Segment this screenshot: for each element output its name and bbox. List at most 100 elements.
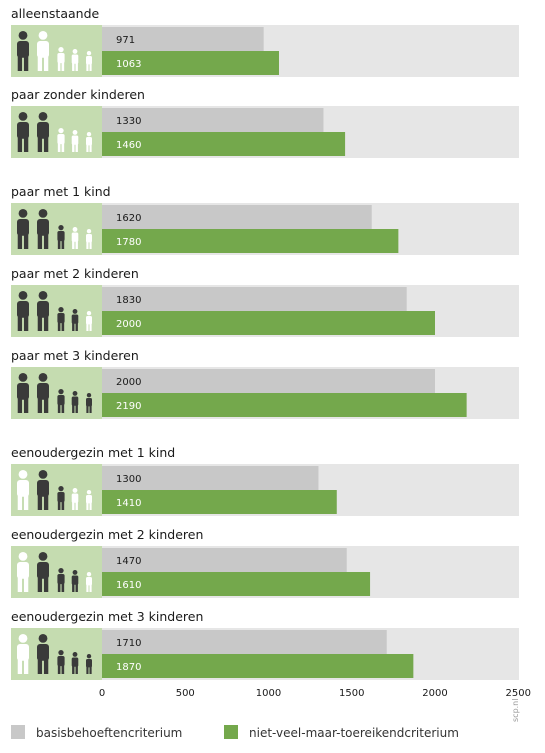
child-icon bbox=[57, 47, 65, 71]
child-icon bbox=[57, 307, 65, 331]
value-label: 1063 bbox=[116, 59, 141, 70]
child-icon bbox=[71, 227, 79, 249]
adult-icon bbox=[17, 373, 29, 413]
child-icon bbox=[71, 652, 79, 674]
group-3: paar met 1 kind 1620 1780 bbox=[11, 184, 519, 255]
child-icon bbox=[86, 654, 92, 674]
adult-icon bbox=[37, 373, 49, 413]
group-title: paar met 1 kind bbox=[11, 184, 111, 199]
value-label: 1610 bbox=[116, 580, 141, 591]
child-icon bbox=[86, 132, 92, 152]
bar-basisbehoeften bbox=[102, 466, 319, 490]
adult-icon bbox=[37, 634, 49, 674]
x-axis: 0 500 1000 1500 2000 2500 bbox=[99, 688, 531, 699]
bar-niet-veel-maar-toereikend bbox=[102, 572, 371, 596]
bar-basisbehoeften bbox=[102, 205, 372, 229]
child-icon bbox=[71, 570, 79, 592]
adult-icon bbox=[37, 112, 49, 152]
x-tick-label: 500 bbox=[176, 688, 195, 699]
group-6: eenoudergezin met 1 kind 1300 1410 bbox=[11, 445, 519, 516]
legend-label-niet: niet-veel-maar-toereikendcriterium bbox=[249, 726, 459, 740]
legend-swatch-basis bbox=[11, 725, 25, 739]
value-label: 1330 bbox=[116, 116, 141, 127]
group-4: paar met 2 kinderen 1830 2000 bbox=[11, 266, 519, 337]
child-icon bbox=[86, 490, 92, 510]
value-label: 1300 bbox=[116, 474, 141, 485]
bar-basisbehoeften bbox=[102, 548, 347, 572]
source-credit: scp.nl bbox=[511, 699, 520, 722]
bar-niet-veel-maar-toereikend bbox=[102, 654, 414, 678]
child-icon bbox=[57, 650, 65, 674]
adult-icon bbox=[37, 31, 49, 71]
legend: basisbehoeftencriterium niet-veel-maar-t… bbox=[11, 725, 459, 740]
child-icon bbox=[71, 488, 79, 510]
value-label: 1460 bbox=[116, 140, 141, 151]
bar-basisbehoeften bbox=[102, 287, 407, 311]
value-label: 1410 bbox=[116, 498, 141, 509]
group-2: paar zonder kinderen 1330 1460 bbox=[11, 87, 519, 158]
x-tick-label: 1000 bbox=[256, 688, 281, 699]
value-label: 1780 bbox=[116, 237, 141, 248]
value-label: 2000 bbox=[116, 319, 141, 330]
adult-icon bbox=[17, 291, 29, 331]
group-5: paar met 3 kinderen 2000 2190 bbox=[11, 348, 519, 419]
child-icon bbox=[86, 51, 92, 71]
adult-icon bbox=[17, 31, 29, 71]
group-title: eenoudergezin met 2 kinderen bbox=[11, 527, 203, 542]
value-label: 971 bbox=[116, 35, 135, 46]
value-label: 1870 bbox=[116, 662, 141, 673]
value-label: 1830 bbox=[116, 295, 141, 306]
group-title: eenoudergezin met 1 kind bbox=[11, 445, 175, 460]
bar-niet-veel-maar-toereikend bbox=[102, 311, 435, 335]
child-icon bbox=[71, 49, 79, 71]
value-label: 2000 bbox=[116, 377, 141, 388]
child-icon bbox=[71, 130, 79, 152]
child-icon bbox=[86, 393, 92, 413]
child-icon bbox=[57, 389, 65, 413]
child-icon bbox=[57, 225, 65, 249]
chart-groups: alleenstaande 971 1063 paar zonder kinderen… bbox=[11, 6, 519, 680]
bar-basisbehoeften bbox=[102, 108, 324, 132]
bar-niet-veel-maar-toereikend bbox=[102, 229, 399, 253]
group-title: paar met 2 kinderen bbox=[11, 266, 139, 281]
group-title: paar zonder kinderen bbox=[11, 87, 145, 102]
child-icon bbox=[57, 568, 65, 592]
x-tick-label: 1500 bbox=[339, 688, 364, 699]
value-label: 1470 bbox=[116, 556, 141, 567]
child-icon bbox=[71, 391, 79, 413]
value-label: 1620 bbox=[116, 213, 141, 224]
value-label: 2190 bbox=[116, 401, 141, 412]
x-tick-label: 2500 bbox=[506, 688, 531, 699]
adult-icon bbox=[37, 552, 49, 592]
bar-basisbehoeften bbox=[102, 27, 264, 51]
bar-basisbehoeften bbox=[102, 369, 435, 393]
child-icon bbox=[86, 311, 92, 331]
child-icon bbox=[86, 572, 92, 592]
child-icon bbox=[71, 309, 79, 331]
bar-basisbehoeften bbox=[102, 630, 387, 654]
child-icon bbox=[57, 128, 65, 152]
group-title: paar met 3 kinderen bbox=[11, 348, 139, 363]
x-tick-label: 0 bbox=[99, 688, 105, 699]
bar-niet-veel-maar-toereikend bbox=[102, 490, 337, 514]
child-icon bbox=[86, 229, 92, 249]
value-label: 1710 bbox=[116, 638, 141, 649]
adult-icon bbox=[37, 470, 49, 510]
group-7: eenoudergezin met 2 kinderen 1470 1610 bbox=[11, 527, 519, 598]
adult-icon bbox=[17, 634, 29, 674]
group-title: eenoudergezin met 3 kinderen bbox=[11, 609, 203, 624]
group-title: alleenstaande bbox=[11, 6, 99, 21]
bar-niet-veel-maar-toereikend bbox=[102, 132, 346, 156]
child-icon bbox=[57, 486, 65, 510]
adult-icon bbox=[37, 209, 49, 249]
adult-icon bbox=[17, 470, 29, 510]
adult-icon bbox=[17, 209, 29, 249]
bar-niet-veel-maar-toereikend bbox=[102, 393, 467, 417]
group-8: eenoudergezin met 3 kinderen 1710 1870 bbox=[11, 609, 519, 680]
legend-label-basis: basisbehoeftencriterium bbox=[36, 726, 182, 740]
legend-swatch-niet bbox=[224, 725, 238, 739]
x-tick-label: 2000 bbox=[422, 688, 447, 699]
adult-icon bbox=[37, 291, 49, 331]
group-1: alleenstaande 971 1063 bbox=[11, 6, 519, 77]
